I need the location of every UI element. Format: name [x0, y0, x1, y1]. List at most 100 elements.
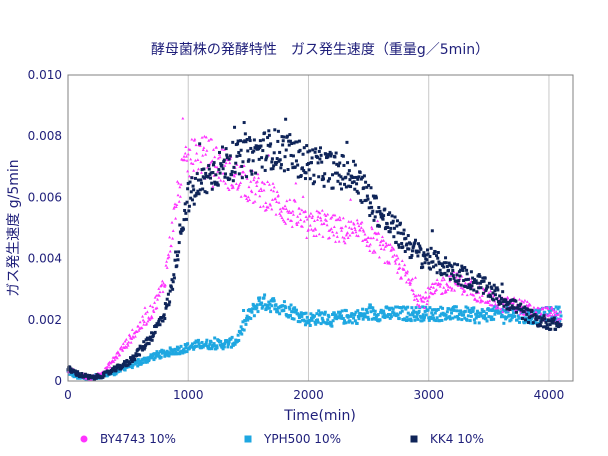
data-point — [509, 306, 513, 310]
data-point — [292, 317, 296, 321]
data-point — [250, 310, 254, 314]
legend: BY4743 10% YPH500 10% KK4 10% — [80, 432, 484, 446]
data-point — [270, 207, 274, 211]
data-point — [289, 153, 293, 157]
data-point — [176, 193, 180, 197]
data-point — [315, 155, 319, 159]
data-point — [257, 189, 261, 192]
data-point — [546, 307, 550, 310]
data-point — [484, 287, 488, 291]
data-point — [365, 240, 369, 243]
data-point — [291, 209, 295, 213]
data-point — [390, 214, 394, 218]
data-point — [526, 308, 530, 312]
data-point — [186, 342, 190, 346]
data-point — [435, 278, 439, 281]
data-point — [385, 306, 389, 310]
data-point — [266, 136, 270, 140]
data-point — [219, 178, 223, 182]
data-point — [549, 327, 553, 331]
data-point — [307, 321, 311, 325]
data-point — [499, 297, 503, 301]
data-point — [316, 215, 320, 218]
data-point — [441, 272, 445, 276]
data-point — [175, 352, 179, 356]
data-point — [343, 319, 347, 323]
data-point — [389, 226, 393, 230]
legend-label: YPH500 10% — [263, 432, 341, 446]
data-point — [408, 313, 412, 317]
data-point — [224, 181, 228, 185]
data-point — [230, 335, 234, 339]
data-point — [405, 271, 409, 275]
data-point — [160, 316, 164, 320]
data-point — [433, 308, 437, 312]
data-point — [337, 173, 341, 177]
data-point — [157, 287, 161, 290]
data-point — [312, 173, 316, 177]
data-point — [407, 277, 411, 281]
data-point — [126, 343, 130, 347]
data-point — [155, 350, 159, 354]
data-point — [171, 236, 175, 240]
data-point — [373, 215, 377, 219]
data-point — [305, 321, 309, 325]
data-point — [157, 351, 161, 355]
data-point — [236, 187, 240, 191]
data-point — [213, 155, 217, 159]
data-point — [174, 250, 178, 254]
data-point — [416, 254, 420, 258]
data-point — [272, 151, 276, 155]
data-point — [302, 146, 306, 150]
data-point — [435, 254, 439, 258]
data-point — [155, 306, 159, 310]
data-point — [211, 185, 215, 188]
data-point — [477, 314, 481, 318]
data-point — [354, 175, 358, 179]
y-tick-label: 0 — [54, 374, 62, 388]
data-point — [270, 157, 274, 161]
data-point — [340, 187, 344, 191]
data-point — [141, 318, 145, 322]
data-point — [112, 360, 116, 363]
data-point — [522, 310, 526, 314]
data-point — [221, 171, 225, 175]
data-point — [184, 346, 188, 350]
data-point — [281, 304, 285, 308]
data-point — [348, 233, 352, 237]
data-point — [413, 318, 417, 322]
data-point — [424, 313, 428, 317]
data-point — [178, 195, 182, 198]
data-point — [175, 264, 179, 268]
data-point — [392, 253, 396, 257]
data-point — [397, 317, 401, 321]
data-point — [386, 315, 390, 319]
data-point — [308, 323, 312, 327]
data-point — [269, 310, 273, 314]
series-0 — [66, 116, 563, 381]
data-point — [226, 176, 230, 180]
data-point — [246, 199, 250, 203]
data-point — [448, 317, 452, 321]
data-point — [470, 306, 474, 310]
data-point — [242, 164, 246, 167]
data-point — [161, 319, 165, 323]
data-point — [135, 354, 139, 358]
data-point — [549, 306, 553, 310]
data-point — [537, 315, 541, 319]
data-point — [279, 209, 283, 213]
data-point — [524, 318, 528, 322]
data-point — [314, 147, 318, 151]
data-point — [297, 316, 301, 320]
data-point — [525, 312, 529, 316]
data-point — [439, 273, 443, 277]
data-point — [501, 302, 505, 305]
data-point — [273, 128, 277, 132]
data-point — [272, 189, 276, 193]
data-point — [126, 342, 130, 345]
data-point — [296, 312, 300, 316]
data-point — [550, 317, 554, 321]
data-point — [278, 312, 282, 316]
data-point — [374, 317, 378, 321]
data-point — [495, 286, 499, 290]
